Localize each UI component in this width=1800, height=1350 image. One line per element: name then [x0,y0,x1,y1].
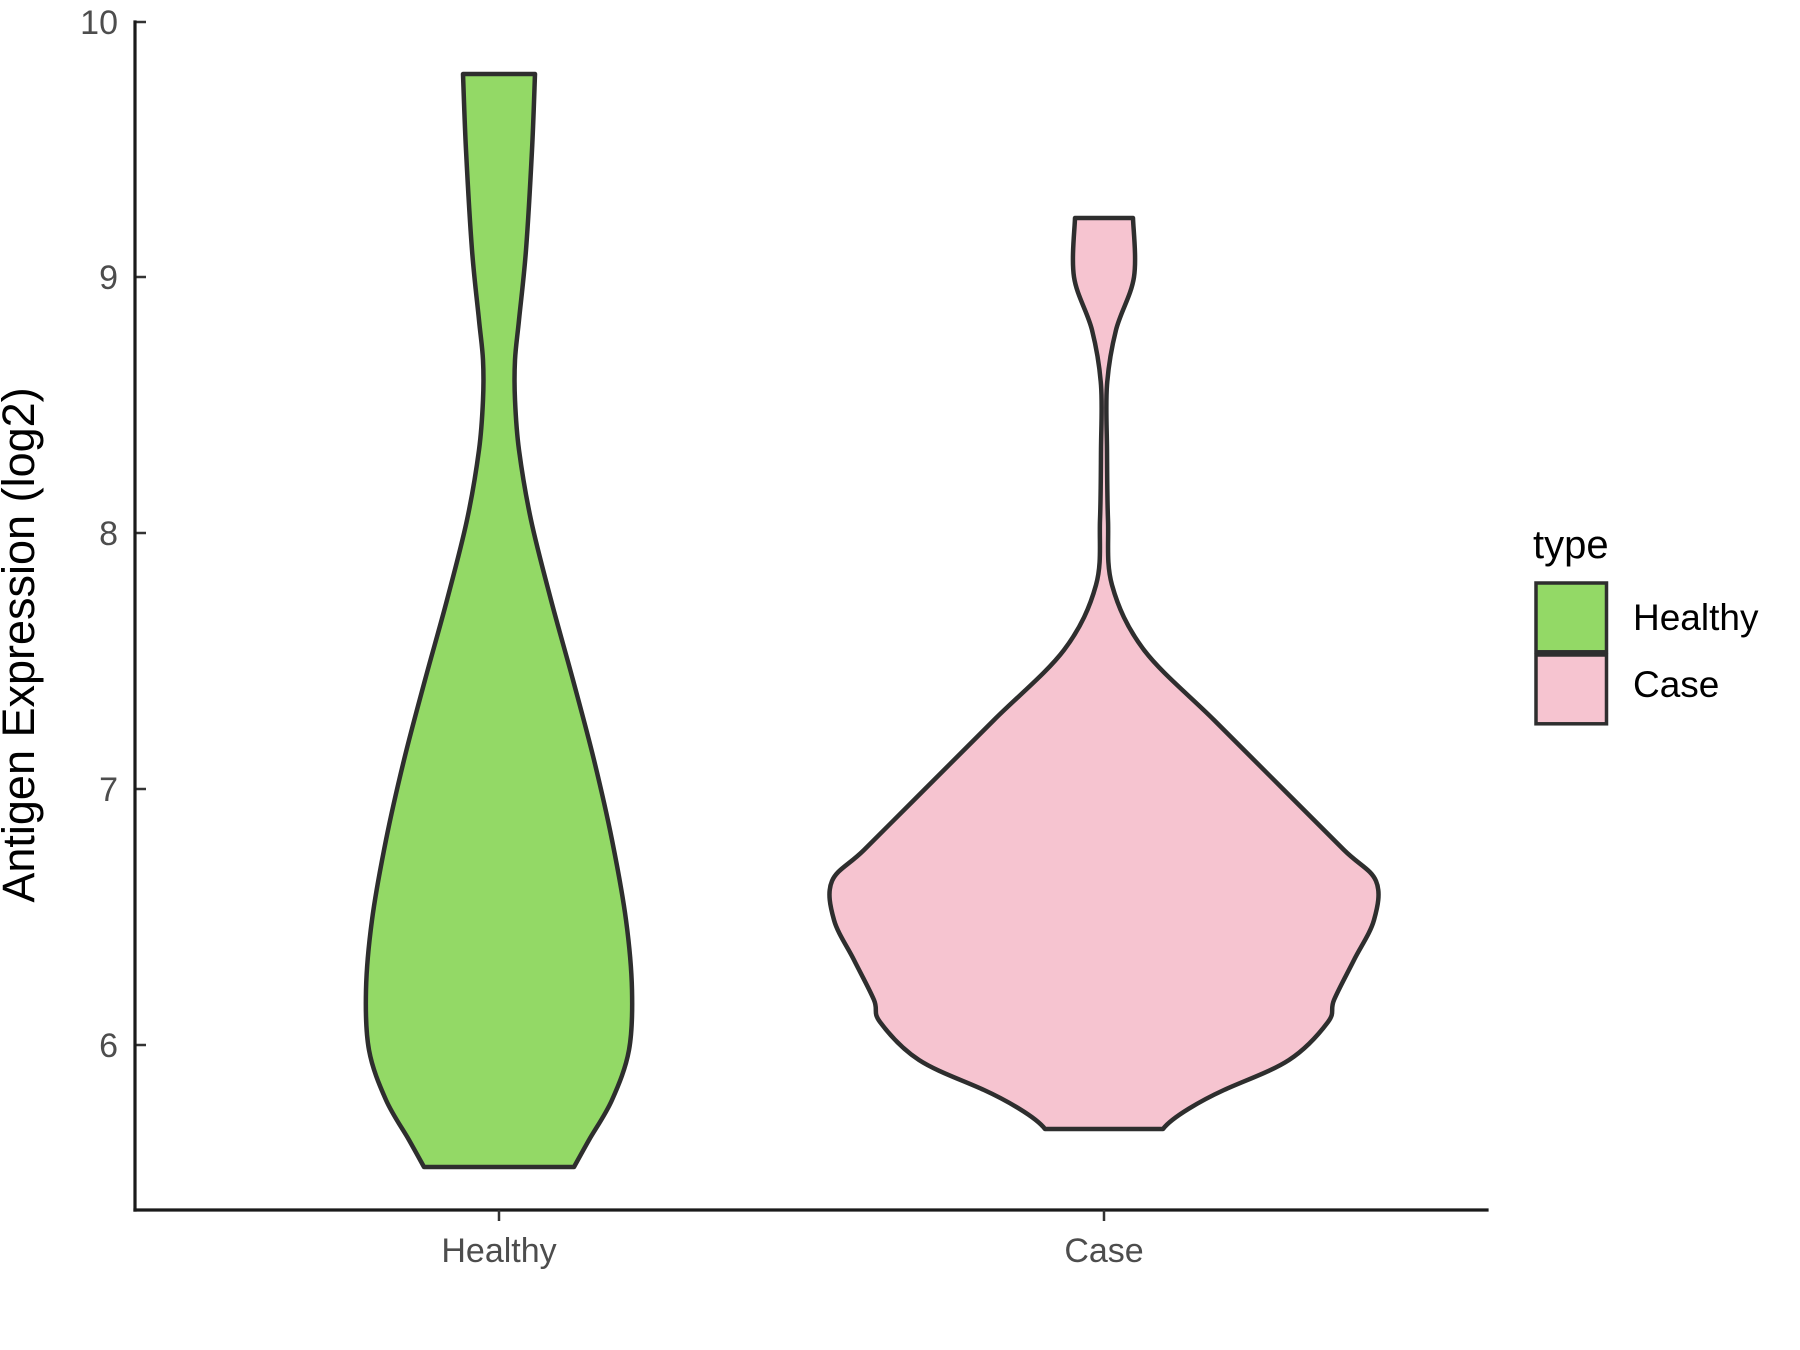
svg-text:Case: Case [1064,1232,1143,1270]
svg-text:Antigen Expression (log2): Antigen Expression (log2) [0,387,44,902]
svg-text:6: 6 [99,1027,118,1065]
svg-text:type: type [1533,523,1609,567]
svg-text:10: 10 [80,4,118,42]
svg-text:Healthy: Healthy [1633,597,1759,638]
svg-text:7: 7 [99,771,118,809]
svg-text:8: 8 [99,515,118,553]
svg-text:Healthy: Healthy [441,1232,556,1270]
svg-text:Case: Case [1633,664,1719,705]
svg-text:9: 9 [99,259,118,297]
